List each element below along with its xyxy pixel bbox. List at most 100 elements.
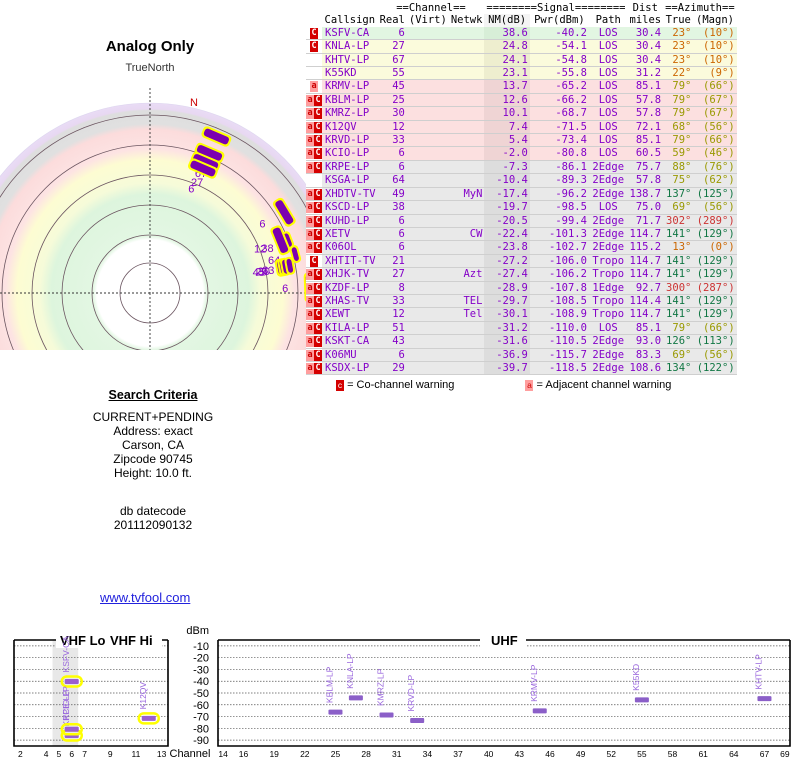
cell-real: 6 <box>398 348 405 361</box>
cell-path: Tropo <box>592 308 625 321</box>
spectrum-point[interactable]: KMRZ-LP <box>376 668 394 718</box>
co-channel-badge: C <box>314 349 322 361</box>
cell-azimuth-magn: (66°) <box>703 80 735 93</box>
table-row[interactable]: a C XHAS-TV 33 TEL -29.7 -108.5 Tropo 114.4 141° (… <box>306 294 737 308</box>
cell-netwk <box>449 254 485 267</box>
table-row[interactable]: a C KBLM-LP 25 12.6 -66.2 LOS 57.8 79° (67°) <box>306 93 737 107</box>
cell-pwr: -118.5 <box>548 361 587 374</box>
cell-dist: 57.8 <box>635 93 662 106</box>
cell-nm: -29.7 <box>484 294 530 308</box>
cell-azimuth-true: 13° <box>672 241 692 254</box>
table-row[interactable]: C KNLA-LP 27 24.8 -54.1 LOS 30.4 23° (10°) <box>306 39 737 54</box>
cell-netwk <box>449 241 485 254</box>
tvfool-link[interactable]: www.tvfool.com <box>100 590 191 605</box>
co-channel-badge: C <box>314 135 322 147</box>
spectrum-point[interactable]: KRMV-LP <box>529 664 547 714</box>
table-row[interactable]: KSGA-LP 64 -10.4 -89.3 2Edge 57.8 75° (62°) <box>306 173 737 188</box>
cell-virt <box>407 147 449 160</box>
table-row[interactable]: K55KD 55 23.1 -55.8 LOS 31.2 22° (9°) <box>306 66 737 80</box>
y-axis-tick-label: -50 <box>193 688 209 700</box>
cell-real: 21 <box>392 254 405 267</box>
spectrum-point[interactable]: K12QV <box>137 682 160 725</box>
table-row[interactable]: a C K06MU 6 -36.9 -115.7 2Edge 83.3 69° (56°) <box>306 348 737 362</box>
cell-callsign: KBLM-LP <box>325 93 370 106</box>
polar-station-marker[interactable] <box>187 157 219 180</box>
criteria-line-city: Carson, CA <box>121 438 185 452</box>
cell-pwr: -115.7 <box>548 348 587 361</box>
spectrum-point[interactable]: KSFV-CA <box>60 636 83 688</box>
polar-marker-channel-label: 38 <box>261 243 273 255</box>
table-row[interactable]: a C XHDTV-TV 49 MyN -17.4 -96.2 2Edge 138.7 137° (… <box>306 187 737 201</box>
table-row[interactable]: a C KRVD-LP 33 5.4 -73.4 LOS 85.1 79° (66°) <box>306 133 737 147</box>
table-row[interactable]: a C K06OL 6 -23.8 -102.7 2Edge 115.2 13° (0°) <box>306 240 737 255</box>
table-row[interactable]: a C KSKT-CA 43 -31.6 -110.5 2Edge 93.0 126° (113°… <box>306 334 737 349</box>
cell-azimuth-true: 69° <box>672 201 692 214</box>
polar-station-marker[interactable] <box>200 125 232 148</box>
table-row[interactable]: KHTV-LP 67 24.1 -54.8 LOS 30.4 23° (10°) <box>306 53 737 67</box>
cell-virt <box>407 294 449 307</box>
spectrum-point[interactable]: KNLA-LP <box>345 653 363 701</box>
cell-real: 27 <box>392 268 405 281</box>
x-axis-tick-label: 64 <box>729 749 739 759</box>
cell-nm: -27.4 <box>484 267 530 282</box>
spectrum-point[interactable]: KCIO-LP <box>60 686 83 736</box>
table-column-header-row: Callsign Real (Virt) Netwk NM(dB) Pwr(dB… <box>306 14 737 27</box>
table-row[interactable]: a C KSDX-LP 29 -39.7 -118.5 2Edge 108.6 134° (122… <box>306 361 737 375</box>
cell-azimuth-magn: (76°) <box>703 160 735 173</box>
cell-nm: 24.8 <box>484 39 530 54</box>
spectrum-point[interactable]: KHTV-LP <box>753 654 772 702</box>
spectrum-point[interactable]: K55KD <box>631 664 649 703</box>
co-channel-badge: C <box>314 215 322 227</box>
polar-station-marker[interactable] <box>193 142 225 165</box>
table-row[interactable]: a C KUHD-LP 6 -20.5 -99.4 2Edge 71.7 302° (289°) <box>306 214 737 228</box>
left-plot-frame <box>13 640 169 747</box>
table-row[interactable]: C KSFV-CA 6 38.6 -40.2 LOS 30.4 23° (10°) <box>306 26 737 40</box>
criteria-line-status: CURRENT+PENDING <box>92 410 214 424</box>
cell-azimuth-magn: (62°) <box>703 174 735 187</box>
cell-azimuth-true: 134° <box>666 361 692 374</box>
x-axis-tick-label: 6 <box>69 749 74 759</box>
adjacent-channel-badge: a <box>306 336 314 348</box>
table-row[interactable]: a C XEWT 12 Tel -30.1 -108.9 Tropo 114.7 141° (129… <box>306 307 737 322</box>
adjacent-channel-badge: a <box>306 202 314 214</box>
polar-station-marker[interactable] <box>269 224 291 256</box>
table-row[interactable]: a C K12QV 12 7.4 -71.5 LOS 72.1 68° (56°) <box>306 120 737 134</box>
table-row[interactable]: C XHTIT-TV 21 -27.2 -106.0 Tropo 114.7 141° (129… <box>306 254 737 268</box>
polar-station-marker[interactable] <box>271 196 297 228</box>
co-channel-badge: C <box>310 27 318 39</box>
cell-real: 67 <box>392 53 405 66</box>
x-axis-tick-label: 28 <box>361 749 371 759</box>
table-row[interactable]: a C KMRZ-LP 30 10.1 -68.7 LOS 57.8 79° (67°) <box>306 106 737 121</box>
table-row[interactable]: a C XHJK-TV 27 Azt -27.4 -106.2 Tropo 114.7 141° (… <box>306 267 737 282</box>
spectrum-point[interactable]: KRVD-LP <box>406 675 425 724</box>
table-row[interactable]: a KRMV-LP 45 13.7 -65.2 LOS 85.1 79° (66°) <box>306 79 737 94</box>
cell-real: 6 <box>398 241 405 254</box>
cell-azimuth-true: 79° <box>672 134 692 147</box>
cell-callsign: KCIO-LP <box>325 147 370 160</box>
table-row[interactable]: a C KCIO-LP 6 -2.0 -80.8 LOS 60.5 59° (46°) <box>306 146 737 161</box>
cell-nm: 13.7 <box>484 79 530 94</box>
table-row[interactable]: a C KILA-LP 51 -31.2 -110.0 LOS 85.1 79° (66°) <box>306 321 737 335</box>
cell-path: Tropo <box>592 294 625 307</box>
search-criteria-title: Search Criteria <box>108 388 198 402</box>
cell-virt <box>407 53 449 66</box>
co-channel-badge: C <box>314 121 322 133</box>
cell-dist: 72.1 <box>635 120 662 133</box>
table-row[interactable]: a C XETV 6 CW -22.4 -101.3 2Edge 114.7 141° (129°) <box>306 227 737 241</box>
cell-pwr: -98.5 <box>555 201 587 214</box>
spectrum-point[interactable]: KBLM-LP <box>324 666 343 715</box>
adjacent-channel-badge: a <box>306 269 314 281</box>
table-row[interactable]: a C KSCD-LP 38 -19.7 -98.5 LOS 75.0 69° (56°) <box>306 200 737 214</box>
cell-real: 6 <box>398 227 405 240</box>
cell-real: 6 <box>398 214 405 227</box>
polar-station-marker[interactable] <box>284 256 296 275</box>
cell-azimuth-magn: (113°) <box>696 335 735 348</box>
co-channel-badge: C <box>314 202 322 214</box>
cell-pwr: -96.2 <box>555 187 587 200</box>
cell-azimuth-magn: (10°) <box>703 26 735 39</box>
polar-marker-channel-label: 30 <box>258 266 270 278</box>
table-row[interactable]: a C KZDF-LP 8 -28.9 -107.8 1Edge 92.7 300° (287°) <box>306 281 737 295</box>
table-row[interactable]: a C KRPE-LP 6 -7.3 -86.1 2Edge 75.7 88° (76°) <box>306 160 737 174</box>
